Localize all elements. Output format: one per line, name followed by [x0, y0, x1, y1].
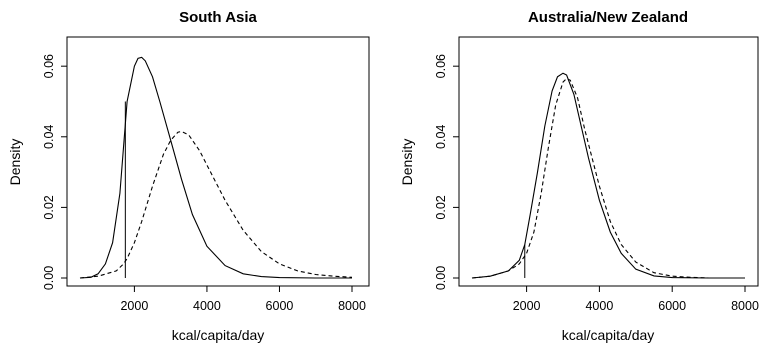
y-tick-label: 0.00: [434, 266, 448, 290]
chart-title: South Asia: [179, 9, 257, 26]
x-tick-label: 4000: [193, 299, 221, 313]
dashed-density-line: [79, 130, 353, 279]
x-tick-label: 8000: [731, 299, 759, 313]
y-tick-label: 0.04: [42, 125, 56, 149]
y-axis-label: Density: [399, 139, 415, 186]
y-tick-label: 0.06: [434, 54, 448, 78]
plot-frame: [66, 36, 370, 287]
y-axis: 0.00 0.02 0.04 0.06: [42, 54, 68, 290]
x-tick-label: 6000: [658, 299, 686, 313]
y-tick-label: 0.00: [42, 266, 56, 290]
x-axis-label: kcal/capita/day: [562, 327, 655, 343]
solid-density-line: [79, 56, 352, 279]
x-tick-label: 2000: [120, 299, 148, 313]
y-tick-label: 0.04: [434, 125, 448, 149]
x-tick-label: 8000: [338, 299, 366, 313]
series-group: [79, 56, 353, 279]
series-group: [471, 72, 745, 279]
y-axis: 0.00 0.02 0.04 0.06: [434, 54, 460, 290]
chart-panel-australia-new-zealand: Australia/New Zealand 2000 4000 6000 8000 0…: [399, 9, 759, 343]
x-axis-label: kcal/capita/day: [172, 327, 265, 343]
y-tick-label: 0.02: [42, 195, 56, 219]
y-axis-label: Density: [7, 139, 23, 186]
plot-frame: [458, 36, 759, 287]
y-tick-label: 0.06: [42, 54, 56, 78]
y-tick-label: 0.02: [434, 195, 448, 219]
solid-density-line: [471, 72, 745, 279]
x-axis: 2000 4000 6000 8000: [513, 285, 759, 313]
chart-panel-south-asia: South Asia 2000 4000 6000 8000 0.00 0.02 0.04…: [7, 9, 370, 343]
x-tick-label: 4000: [585, 299, 613, 313]
dashed-density-line: [471, 77, 709, 279]
x-tick-label: 2000: [513, 299, 541, 313]
x-axis: 2000 4000 6000 8000: [120, 285, 366, 313]
x-tick-label: 6000: [266, 299, 294, 313]
chart-title: Australia/New Zealand: [528, 9, 688, 26]
